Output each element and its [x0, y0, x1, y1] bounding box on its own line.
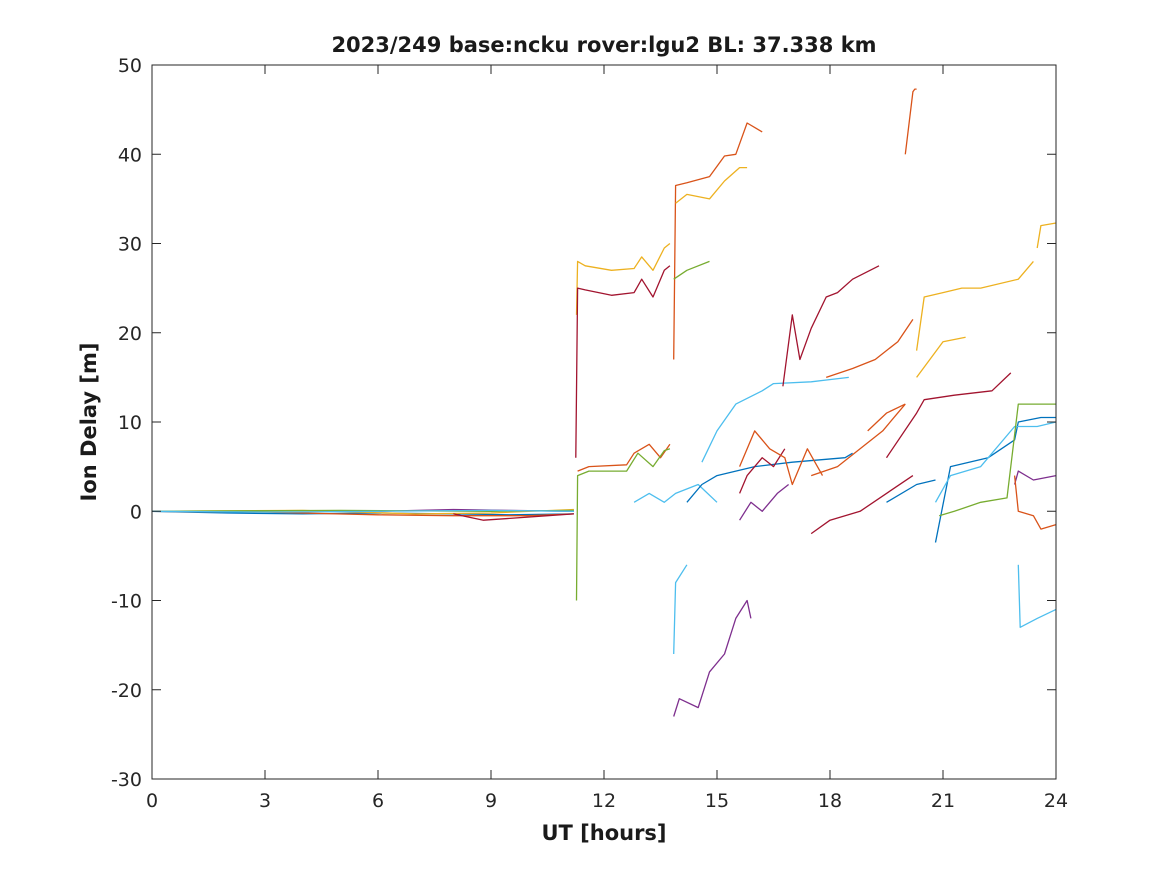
x-tick-label: 21	[931, 790, 955, 812]
series-line-12	[673, 122, 763, 360]
series-line-16	[673, 564, 688, 655]
series-line-5	[151, 509, 574, 513]
series-line-17	[686, 452, 853, 503]
series-line-24	[825, 319, 914, 379]
y-tick-label: 0	[130, 501, 142, 523]
series-line-25	[810, 475, 914, 535]
chart-title: 2023/249 base:ncku rover:lgu2 BL: 37.338…	[331, 33, 876, 57]
y-tick-label: 20	[118, 323, 142, 345]
series-line-27	[915, 260, 1034, 351]
series-line-6	[453, 513, 574, 521]
y-axis-label: Ion Delay [m]	[77, 343, 101, 502]
series-line-11	[633, 483, 718, 503]
x-tick-label: 9	[485, 790, 497, 812]
y-tick-label: -10	[111, 591, 142, 613]
x-tick-label: 0	[146, 790, 158, 812]
x-tick-label: 3	[259, 790, 271, 812]
series-line-28	[916, 336, 966, 378]
x-tick-label: 15	[705, 790, 729, 812]
series-line-21	[739, 430, 824, 486]
series-line-22	[782, 265, 880, 387]
series-line-18	[701, 376, 849, 463]
y-tick-label: 40	[118, 144, 142, 166]
series-line-15	[673, 599, 752, 717]
y-tick-label: -30	[111, 769, 142, 791]
x-tick-label: 6	[372, 790, 384, 812]
series-line-19	[739, 448, 786, 494]
x-tick-label: 12	[592, 790, 616, 812]
series-line-38	[1017, 564, 1057, 628]
series-layer	[151, 88, 1057, 717]
series-line-32	[886, 479, 936, 503]
x-axis-label: UT [hours]	[541, 821, 666, 845]
y-tick-label: -20	[111, 680, 142, 702]
tick-layer: 0 3 6 9 12 15 18 21 24 -30 -20 -10 0 10 20 30 40 50	[111, 55, 1068, 812]
series-line-31	[867, 403, 906, 432]
series-line-20	[739, 483, 790, 521]
series-line-30	[885, 372, 1012, 459]
series-line-10	[575, 448, 671, 601]
series-line-36	[1013, 470, 1057, 485]
series-line-14	[673, 260, 710, 280]
series-line-34	[934, 421, 1057, 503]
series-line-37	[1013, 475, 1057, 530]
series-line-7	[575, 242, 671, 315]
y-tick-label: 10	[118, 412, 142, 434]
series-line-9	[577, 443, 671, 472]
y-tick-label: 50	[118, 55, 142, 77]
series-line-13	[675, 166, 748, 204]
series-line-35	[939, 403, 1056, 517]
x-tick-label: 24	[1044, 790, 1068, 812]
x-tick-label: 18	[818, 790, 842, 812]
series-line-29	[1036, 222, 1057, 249]
series-line-26	[904, 88, 917, 155]
series-line-23	[810, 403, 906, 477]
y-tick-label: 30	[118, 234, 142, 256]
series-line-8	[575, 265, 671, 458]
